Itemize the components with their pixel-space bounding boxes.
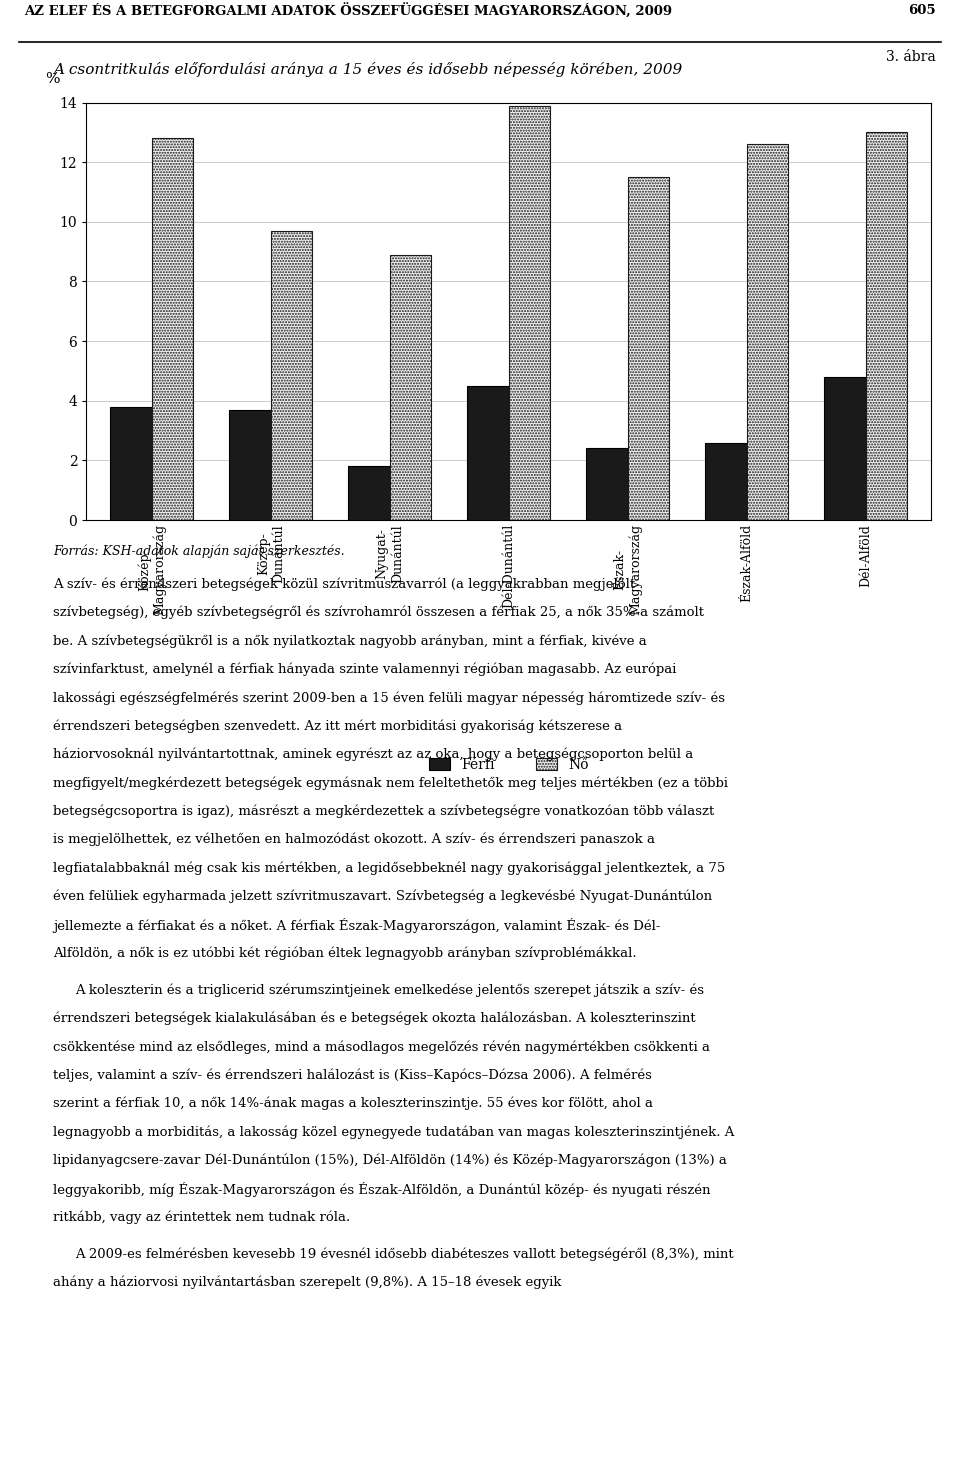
- Text: betegségcsoportra is igaz), másrészt a megkérdezettek a szívbetegségre vonatkozó: betegségcsoportra is igaz), másrészt a m…: [53, 804, 714, 817]
- Text: AZ ELEF ÉS A BETEGFORGALMI ADATOK ÖSSZEFÜGGÉSEI MAGYARORSZÁGON, 2009: AZ ELEF ÉS A BETEGFORGALMI ADATOK ÖSSZEF…: [24, 3, 672, 19]
- Text: teljes, valamint a szív- és érrendszeri halálozást is (Kiss–Kapócs–Dózsa 2006). : teljes, valamint a szív- és érrendszeri …: [53, 1068, 652, 1083]
- Text: 3. ábra: 3. ábra: [886, 50, 936, 64]
- Text: is megjelölhettek, ez vélhetően en halmozódást okozott. A szív- és érrendszeri p: is megjelölhettek, ez vélhetően en halmo…: [53, 834, 655, 847]
- Text: szívinfarktust, amelynél a férfiak hányada szinte valamennyi régióban magasabb. : szívinfarktust, amelynél a férfiak hánya…: [53, 662, 676, 677]
- Bar: [824, 377, 866, 520]
- Text: ahány a háziorvosi nyilvántartásban szerepelt (9,8%). A 15–18 évesek egyik: ahány a háziorvosi nyilvántartásban szer…: [53, 1276, 562, 1289]
- Y-axis label: %: %: [45, 72, 60, 86]
- Text: legnagyobb a morbiditás, a lakosság közel egynegyede tudatában van magas koleszt: legnagyobb a morbiditás, a lakosság köze…: [53, 1125, 734, 1138]
- Bar: [468, 385, 509, 520]
- Bar: [110, 407, 152, 520]
- Text: csökkentése mind az elsődleges, mind a másodlagos megelőzés révén nagymértékben : csökkentése mind az elsődleges, mind a m…: [53, 1040, 709, 1053]
- Text: lipidanyagcsere-zavar Dél-Dunántúlon (15%), Dél-Alföldön (14%) és Közép-Magyaror: lipidanyagcsere-zavar Dél-Dunántúlon (15…: [53, 1153, 727, 1168]
- Bar: [152, 138, 194, 520]
- Text: ritkább, vagy az érintettek nem tudnak róla.: ritkább, vagy az érintettek nem tudnak r…: [53, 1210, 350, 1223]
- Text: lakossági egészségfelmérés szerint 2009-ben a 15 éven felüli magyar népesség hár: lakossági egészségfelmérés szerint 2009-…: [53, 691, 725, 705]
- Bar: [587, 448, 628, 520]
- Bar: [706, 442, 747, 520]
- Text: jellemezte a férfiakat és a nőket. A férfiak Észak-Magyarországon, valamint Észa: jellemezte a férfiakat és a nőket. A fér…: [53, 919, 660, 933]
- Text: 605: 605: [908, 3, 936, 16]
- Bar: [348, 466, 390, 520]
- Text: leggyakoribb, míg Észak-Magyarországon és Észak-Alföldön, a Dunántúl közép- és n: leggyakoribb, míg Észak-Magyarországon é…: [53, 1182, 710, 1197]
- Text: szerint a férfiak 10, a nők 14%-ának magas a koleszterinszintje. 55 éves kor föl: szerint a férfiak 10, a nők 14%-ának mag…: [53, 1097, 653, 1110]
- Bar: [390, 255, 431, 520]
- Text: érrendszeri betegségek kialakulásában és e betegségek okozta halálozásban. A kol: érrendszeri betegségek kialakulásában és…: [53, 1012, 695, 1026]
- Bar: [271, 231, 312, 520]
- Bar: [866, 132, 907, 520]
- Text: A koleszterin és a triglicerid szérumszintjeinek emelkedése jelentős szerepet já: A koleszterin és a triglicerid szérumszi…: [75, 983, 705, 996]
- Bar: [628, 177, 669, 520]
- Text: megfigyelt/megkérdezett betegségek egymásnak nem feleltethetők meg teljes mérték: megfigyelt/megkérdezett betegségek egymá…: [53, 776, 728, 790]
- Text: A 2009-es felmérésben kevesebb 19 évesnél idősebb diabéteszes vallott betegségér: A 2009-es felmérésben kevesebb 19 évesné…: [75, 1247, 733, 1261]
- Bar: [229, 410, 271, 520]
- Text: háziorvosoknál nyilvántartottnak, aminek egyrészt az az oka, hogy a betegségcsop: háziorvosoknál nyilvántartottnak, aminek…: [53, 747, 693, 762]
- Bar: [509, 105, 550, 520]
- Text: be. A szívbetegségükről is a nők nyilatkoztak nagyobb arányban, mint a férfiak, : be. A szívbetegségükről is a nők nyilatk…: [53, 634, 646, 648]
- Text: legfiatalabbaknál még csak kis mértékben, a legidősebbeknél nagy gyakorisággal j: legfiatalabbaknál még csak kis mértékben…: [53, 861, 725, 875]
- Text: Alföldön, a nők is ez utóbbi két régióban éltek legnagyobb arányban szívproblémá: Alföldön, a nők is ez utóbbi két régióba…: [53, 946, 636, 960]
- Text: éven felüliek egyharmada jelzett szívritmuszavart. Szívbetegség a legkevésbé Nyu: éven felüliek egyharmada jelzett szívrit…: [53, 889, 712, 904]
- Text: A szív- és érrendszeri betegségek közül szívritmuszavarról (a leggyakrabban megj: A szív- és érrendszeri betegségek közül …: [53, 577, 635, 590]
- Text: szívbetegség), egyéb szívbetegségről és szívrohamról összesen a férfiak 25, a nő: szívbetegség), egyéb szívbetegségről és …: [53, 607, 704, 620]
- Bar: [747, 145, 788, 520]
- Text: Forrás: KSH-adatok alapján saját szerkesztés.: Forrás: KSH-adatok alapján saját szerkes…: [53, 545, 345, 558]
- Text: érrendszeri betegségben szenvedett. Az itt mért morbiditási gyakoriság kétszeres: érrendszeri betegségben szenvedett. Az i…: [53, 719, 622, 732]
- Text: A csontritkulás előfordulási aránya a 15 éves és idősebb népesség körében, 2009: A csontritkulás előfordulási aránya a 15…: [53, 62, 682, 76]
- Legend: Férfi, Nő: Férfi, Nő: [429, 757, 588, 772]
